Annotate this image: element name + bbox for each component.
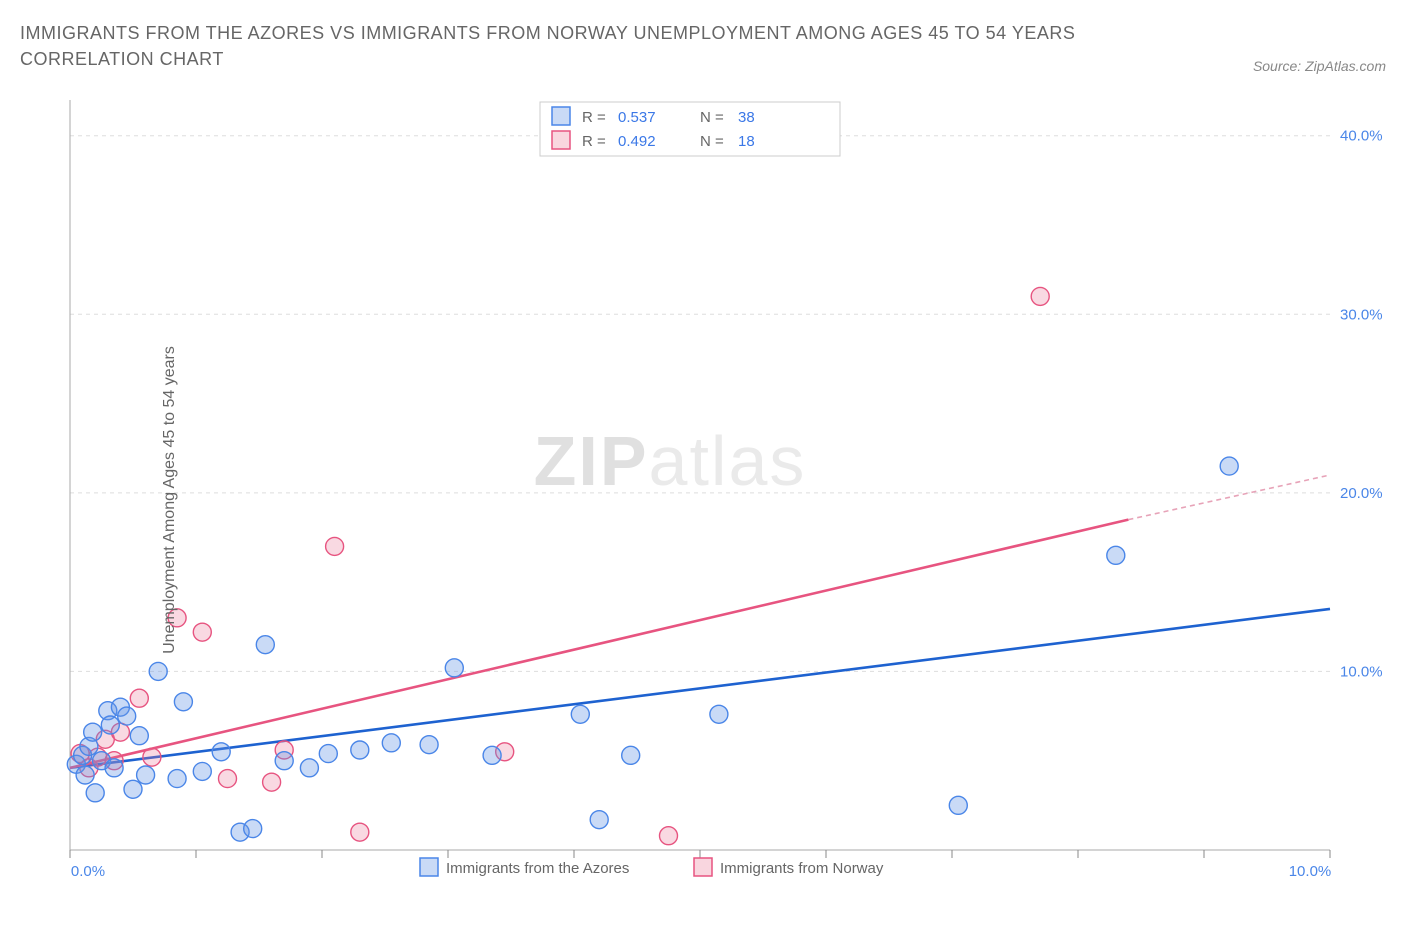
- point-azores: [445, 659, 463, 677]
- point-azores: [101, 716, 119, 734]
- legend-r-value: 0.492: [618, 133, 656, 150]
- point-norway: [326, 537, 344, 555]
- point-norway: [219, 770, 237, 788]
- point-azores: [168, 770, 186, 788]
- point-azores: [256, 636, 274, 654]
- watermark: ZIPatlas: [534, 422, 807, 500]
- chart-svg: ZIPatlas 10.0% 20.0% 30.0% 40.0% 0.0% 10.0% R =…: [20, 90, 1386, 910]
- point-azores: [212, 743, 230, 761]
- y-tick-label: 30.0%: [1340, 306, 1383, 323]
- point-azores: [1220, 457, 1238, 475]
- legend-n-label: N =: [700, 109, 724, 126]
- legend-n-value: 38: [738, 109, 755, 126]
- y-axis-label: Unemployment Among Ages 45 to 54 years: [161, 346, 179, 654]
- y-tick-label: 10.0%: [1340, 663, 1383, 680]
- x-tick-label: 10.0%: [1289, 863, 1332, 880]
- point-azores: [193, 762, 211, 780]
- chart-title: IMMIGRANTS FROM THE AZORES VS IMMIGRANTS…: [20, 20, 1206, 72]
- point-azores: [86, 784, 104, 802]
- point-azores: [622, 746, 640, 764]
- legend-series-label: Immigrants from Norway: [720, 860, 884, 877]
- point-azores: [710, 705, 728, 723]
- point-norway: [263, 773, 281, 791]
- point-azores: [118, 707, 136, 725]
- legend-r-label: R =: [582, 109, 606, 126]
- legend-swatch: [694, 858, 712, 876]
- point-azores: [483, 746, 501, 764]
- point-azores: [420, 736, 438, 754]
- legend-n-label: N =: [700, 133, 724, 150]
- legend-swatch: [420, 858, 438, 876]
- point-azores: [382, 734, 400, 752]
- point-azores: [590, 811, 608, 829]
- point-norway: [660, 827, 678, 845]
- point-azores: [137, 766, 155, 784]
- trendline-azores: [70, 609, 1330, 768]
- x-tick-label: 0.0%: [71, 863, 105, 880]
- point-azores: [275, 752, 293, 770]
- trendline-norway: [70, 520, 1128, 768]
- source-name: ZipAtlas.com: [1305, 58, 1386, 74]
- point-norway: [193, 623, 211, 641]
- chart-container: Unemployment Among Ages 45 to 54 years Z…: [20, 90, 1386, 910]
- point-norway: [1031, 287, 1049, 305]
- point-azores: [244, 820, 262, 838]
- point-azores: [319, 745, 337, 763]
- trendline-norway-extrapolate: [1128, 475, 1330, 520]
- point-azores: [149, 662, 167, 680]
- legend-r-label: R =: [582, 133, 606, 150]
- y-tick-label: 40.0%: [1340, 128, 1383, 145]
- point-azores: [76, 766, 94, 784]
- y-tick-label: 20.0%: [1340, 485, 1383, 502]
- point-azores: [300, 759, 318, 777]
- point-azores: [174, 693, 192, 711]
- point-azores: [124, 780, 142, 798]
- source-prefix: Source:: [1253, 58, 1305, 74]
- point-norway: [130, 689, 148, 707]
- point-norway: [351, 823, 369, 841]
- point-azores: [84, 723, 102, 741]
- legend-series-label: Immigrants from the Azores: [446, 860, 629, 877]
- point-azores: [949, 796, 967, 814]
- point-azores: [1107, 546, 1125, 564]
- point-azores: [130, 727, 148, 745]
- source-label: Source: ZipAtlas.com: [1253, 58, 1386, 74]
- legend-r-value: 0.537: [618, 109, 656, 126]
- point-azores: [571, 705, 589, 723]
- legend-swatch: [552, 107, 570, 125]
- legend-swatch: [552, 131, 570, 149]
- legend-n-value: 18: [738, 133, 755, 150]
- point-norway: [143, 748, 161, 766]
- point-azores: [351, 741, 369, 759]
- point-azores: [105, 759, 123, 777]
